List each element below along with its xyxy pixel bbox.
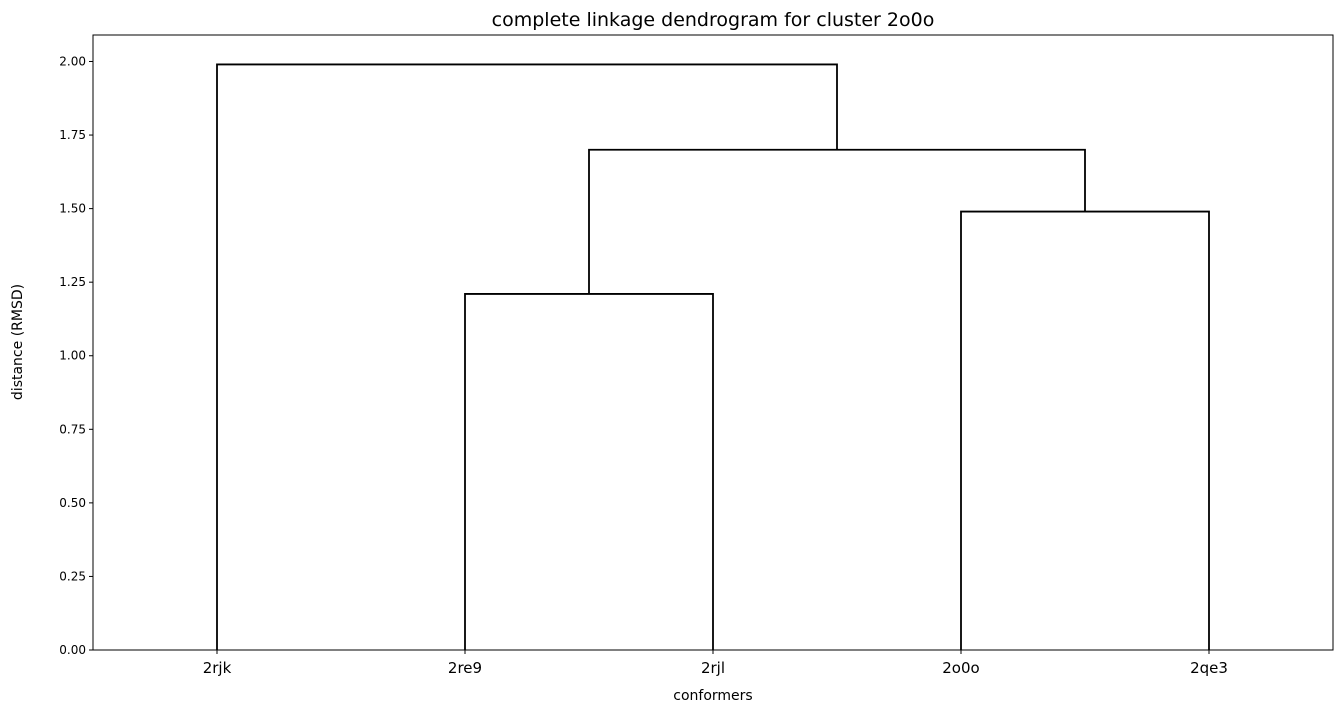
y-tick-label: 0.00: [59, 643, 86, 657]
leaf-label-2rjl: 2rjl: [701, 659, 725, 677]
y-axis-label: distance (RMSD): [10, 284, 26, 400]
y-tick-label: 0.75: [59, 422, 86, 436]
y-tick-label: 1.50: [59, 202, 86, 216]
dendrogram-links: [216, 63, 1210, 650]
dendrogram-link-1: [464, 293, 714, 650]
y-tick-label: 1.00: [59, 349, 86, 363]
leaf-label-2rjk: 2rjk: [203, 659, 232, 677]
leaf-label-2re9: 2re9: [448, 659, 482, 677]
chart-title: complete linkage dendrogram for cluster …: [492, 9, 935, 31]
dendrogram-link-2: [960, 210, 1210, 650]
leaf-label-2o0o: 2o0o: [942, 659, 979, 677]
dendrogram-link-3: [588, 148, 1086, 294]
dendrogram-link-4: [216, 63, 838, 650]
y-axis-ticks: 0.00 0.25 0.50 0.75 1.00 1.25 1.50 1.75 2.00: [59, 54, 93, 657]
y-tick-label: 1.75: [59, 128, 86, 142]
y-tick-label: 1.25: [59, 275, 86, 289]
plot-area-frame: [92, 34, 1334, 651]
y-tick-label: 2.00: [59, 54, 86, 68]
x-axis-label: conformers: [673, 688, 752, 704]
leaf-label-2qe3: 2qe3: [1190, 659, 1228, 677]
y-tick-label: 0.50: [59, 496, 86, 510]
y-tick-label: 0.25: [59, 569, 86, 583]
x-axis-ticks: 2rjk 2re9 2rjl 2o0o 2qe3: [203, 650, 1228, 677]
